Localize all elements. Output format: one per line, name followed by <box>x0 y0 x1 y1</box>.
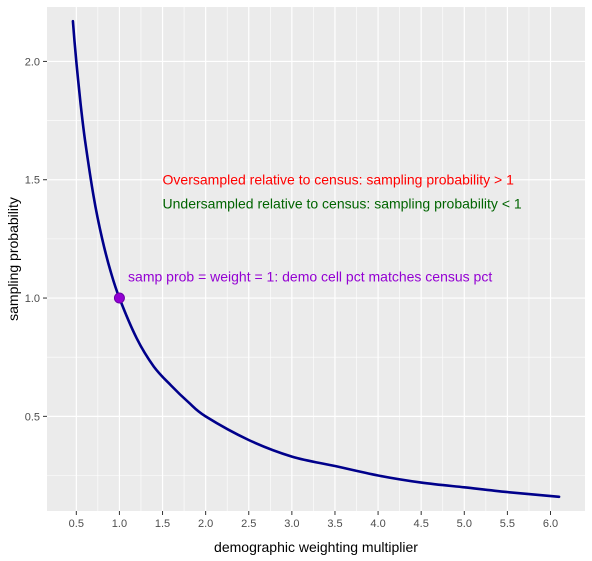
unit-point <box>114 293 124 303</box>
x-tick-label: 3.5 <box>327 518 342 530</box>
y-tick-label: 0.5 <box>25 411 40 423</box>
x-tick-label: 3.0 <box>284 518 299 530</box>
x-tick-label: 5.5 <box>500 518 515 530</box>
x-axis: 0.5 1.0 1.5 2.0 2.5 3.0 3.5 4.0 4.5 5.0 5.5 6.0 <box>69 511 558 530</box>
x-axis-title: demographic weighting multiplier <box>214 539 418 555</box>
x-tick-label: 5.0 <box>457 518 472 530</box>
y-axis: 0.5 1.0 1.5 2.0 <box>25 56 47 423</box>
y-axis-title: sampling probability <box>5 197 21 321</box>
x-tick-label: 1.5 <box>155 518 170 530</box>
x-tick-label: 4.5 <box>414 518 429 530</box>
annotation-1: Undersampled relative to census: samplin… <box>163 195 522 211</box>
x-tick-label: 0.5 <box>69 518 84 530</box>
panel-background <box>47 7 585 511</box>
point-layer <box>114 293 124 303</box>
x-tick-label: 2.0 <box>198 518 213 530</box>
annotation-0: Oversampled relative to census: sampling… <box>163 172 515 188</box>
x-tick-label: 6.0 <box>543 518 558 530</box>
annotation-2: samp prob = weight = 1: demo cell pct ma… <box>128 269 492 285</box>
x-tick-label: 2.5 <box>241 518 256 530</box>
x-tick-label: 1.0 <box>112 518 127 530</box>
y-tick-label: 2.0 <box>25 56 40 68</box>
x-tick-label: 4.0 <box>370 518 385 530</box>
y-tick-label: 1.5 <box>25 175 40 187</box>
y-tick-label: 1.0 <box>25 293 40 305</box>
